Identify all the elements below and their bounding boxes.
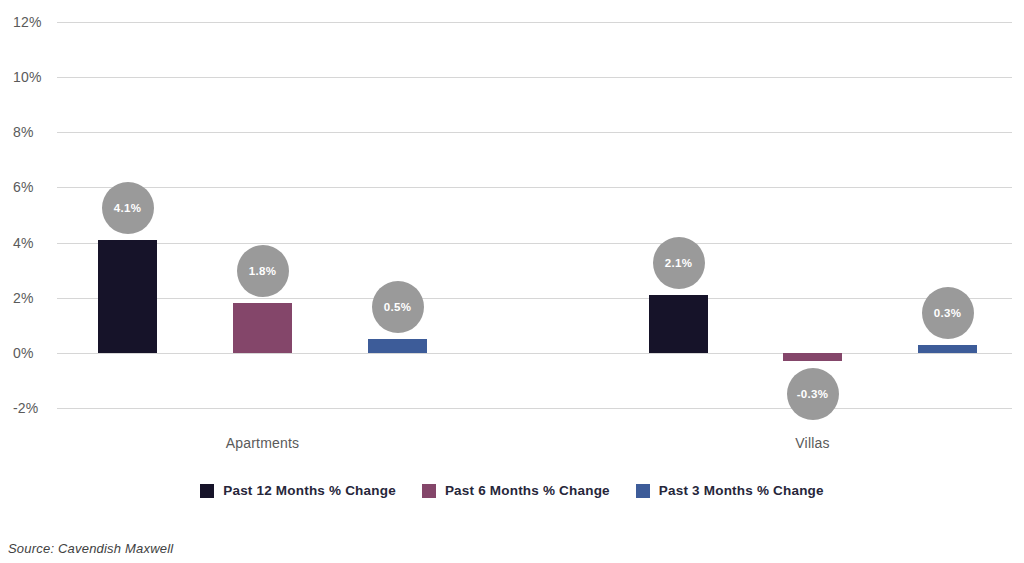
legend-label: Past 6 Months % Change: [445, 483, 610, 498]
x-axis-category-label: Apartments: [226, 435, 300, 451]
bar-villas-series-3: [918, 345, 977, 353]
legend-label: Past 12 Months % Change: [223, 483, 396, 498]
legend-item: Past 3 Months % Change: [636, 483, 824, 498]
y-axis-tick-label: 6%: [13, 178, 55, 196]
legend-swatch-icon: [636, 484, 650, 498]
gridline-12%: [57, 22, 1012, 23]
gridline-0%: [57, 353, 1012, 354]
source-caption: Source: Cavendish Maxwell: [8, 541, 173, 556]
legend-swatch-icon: [422, 484, 436, 498]
legend-swatch-icon: [200, 484, 214, 498]
y-axis-tick-label: 8%: [13, 123, 55, 141]
bar-villas-series-2: [783, 353, 842, 361]
data-label-bubble: -0.3%: [787, 368, 839, 420]
gridline-10%: [57, 77, 1012, 78]
y-axis-tick-label: 10%: [13, 68, 55, 86]
data-label-bubble: 4.1%: [102, 182, 154, 234]
data-label-bubble: 0.3%: [922, 287, 974, 339]
legend-item: Past 6 Months % Change: [422, 483, 610, 498]
price-change-bar-chart: 12% 10% 8% 6% 4% 2% 0% -2% 4.1% 1.8% 0.5% Apartment…: [0, 0, 1024, 563]
bar-apartments-series-1: [98, 240, 157, 353]
y-axis-tick-label: 12%: [13, 13, 55, 31]
bar-apartments-series-3: [368, 339, 427, 353]
y-axis-tick-label: 0%: [13, 344, 55, 362]
gridline--2%: [57, 408, 1012, 409]
legend-item: Past 12 Months % Change: [200, 483, 396, 498]
y-axis-tick-label: 4%: [13, 234, 55, 252]
bar-apartments-series-2: [233, 303, 292, 353]
gridline-6%: [57, 187, 1012, 188]
data-label-bubble: 0.5%: [372, 281, 424, 333]
chart-legend: Past 12 Months % Change Past 6 Months % C…: [0, 483, 1024, 498]
data-label-bubble: 2.1%: [653, 237, 705, 289]
x-axis-category-label: Villas: [795, 435, 829, 451]
bar-villas-series-1: [649, 295, 708, 353]
data-label-bubble: 1.8%: [237, 245, 289, 297]
gridline-2%: [57, 298, 1012, 299]
gridline-8%: [57, 132, 1012, 133]
chart-plot-area: 12% 10% 8% 6% 4% 2% 0% -2% 4.1% 1.8% 0.5% Apartment…: [0, 0, 1024, 563]
gridline-4%: [57, 243, 1012, 244]
legend-label: Past 3 Months % Change: [659, 483, 824, 498]
y-axis-tick-label: -2%: [13, 399, 55, 417]
y-axis-tick-label: 2%: [13, 289, 55, 307]
